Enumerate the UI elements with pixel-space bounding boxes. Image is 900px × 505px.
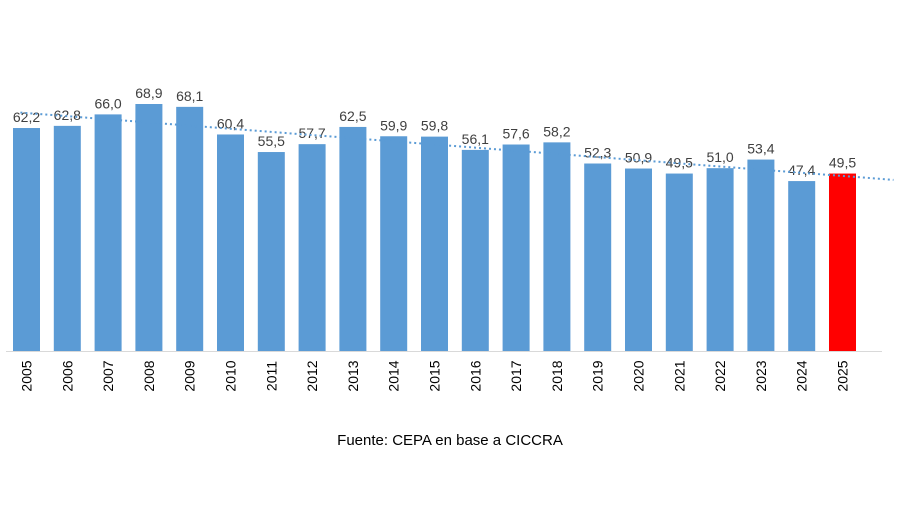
x-tick-2016: 2016 (467, 360, 483, 391)
bar-2025 (829, 173, 856, 351)
data-label-2010: 60,4 (217, 115, 244, 131)
bar-2010 (217, 134, 244, 351)
data-label-2018: 58,2 (543, 123, 570, 139)
bar-2009 (176, 106, 204, 352)
data-label-2005: 62,2 (13, 109, 40, 125)
x-tick-2025: 2025 (835, 360, 851, 391)
x-tick-2009: 2009 (182, 360, 198, 391)
bar-2006 (53, 125, 81, 352)
bars-group (13, 104, 856, 352)
data-label-2015: 59,8 (421, 118, 448, 134)
data-label-2017: 57,6 (502, 126, 529, 142)
x-tick-2024: 2024 (794, 360, 810, 391)
bar-2017 (502, 144, 530, 351)
data-label-2012: 57,7 (298, 125, 325, 141)
x-tick-2006: 2006 (59, 360, 75, 391)
bar-2023 (747, 159, 775, 351)
x-tick-2007: 2007 (100, 360, 116, 391)
x-tick-2019: 2019 (590, 360, 606, 391)
data-label-2007: 66,0 (94, 95, 121, 111)
value-labels-group: 62,2 62,8 66,0 68,9 68,1 60,4 55,5 57,7 62,5 59,9… (13, 85, 856, 178)
data-label-2016: 56,1 (462, 131, 489, 147)
x-tick-2018: 2018 (549, 360, 565, 391)
bar-2020 (625, 168, 652, 351)
x-tick-2013: 2013 (345, 360, 361, 391)
data-label-2009: 68,1 (176, 88, 203, 104)
bar-2014 (380, 136, 408, 351)
bar-2022 (706, 168, 734, 351)
bar-2016 (461, 149, 489, 351)
data-label-2006: 62,8 (54, 107, 81, 123)
data-label-2013: 62,5 (339, 108, 366, 124)
x-tick-2021: 2021 (671, 360, 687, 391)
data-label-2008: 68,9 (135, 85, 162, 101)
trendline (20, 111, 894, 181)
x-tick-2005: 2005 (19, 360, 35, 391)
x-tick-2022: 2022 (712, 360, 728, 391)
data-label-2020: 50,9 (625, 150, 652, 166)
x-tick-2014: 2014 (386, 360, 402, 391)
bar-2019 (584, 163, 612, 351)
bar-2021 (665, 173, 693, 351)
data-label-2014: 59,9 (380, 117, 407, 133)
x-tick-2011: 2011 (263, 361, 279, 391)
bar-2008 (135, 104, 163, 351)
x-tick-2008: 2008 (141, 360, 157, 391)
x-tick-2023: 2023 (753, 360, 769, 391)
data-label-2019: 52,3 (584, 145, 611, 161)
x-tick-labels-group: 2005 2006 2007 2008 2009 2010 2011 2012 2013 2014… (19, 360, 851, 391)
bar-2013 (339, 126, 367, 352)
x-tick-2020: 2020 (631, 360, 647, 391)
bar-2011 (257, 152, 285, 351)
bar-2012 (298, 144, 326, 351)
x-tick-2017: 2017 (508, 360, 524, 391)
x-tick-2010: 2010 (223, 360, 239, 391)
bar-2005 (13, 128, 40, 351)
data-label-2011: 55,5 (258, 133, 285, 149)
bar-2024 (788, 181, 816, 351)
data-label-2024: 47,4 (788, 162, 815, 178)
bar-2018 (543, 142, 571, 351)
data-label-2025: 49,5 (829, 155, 856, 171)
bar-2007 (94, 114, 122, 351)
source-note: Fuente: CEPA en base a CICCRA (337, 432, 563, 449)
data-label-2023: 53,4 (747, 141, 774, 157)
x-tick-2012: 2012 (304, 360, 320, 391)
data-label-2022: 51,0 (706, 149, 733, 165)
bar-2015 (421, 136, 448, 351)
x-tick-2015: 2015 (427, 360, 443, 391)
bar-chart: 62,2 62,8 66,0 68,9 68,1 60,4 55,5 57,7 62,5 59,9… (6, 85, 894, 392)
